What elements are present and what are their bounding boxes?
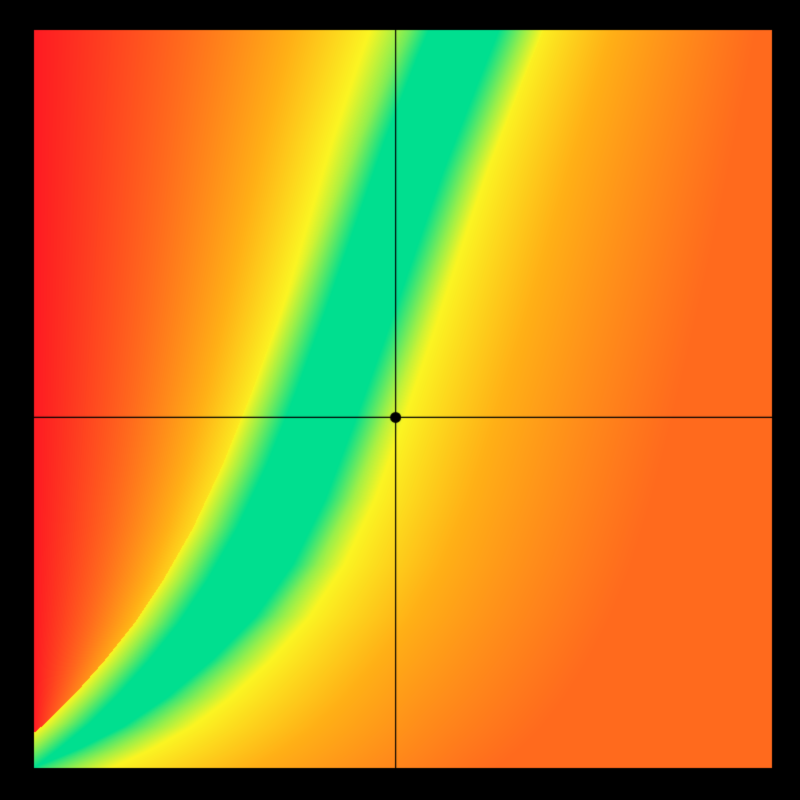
bottleneck-heatmap [0,0,800,800]
chart-frame: TheBottleneck.com [0,0,800,800]
